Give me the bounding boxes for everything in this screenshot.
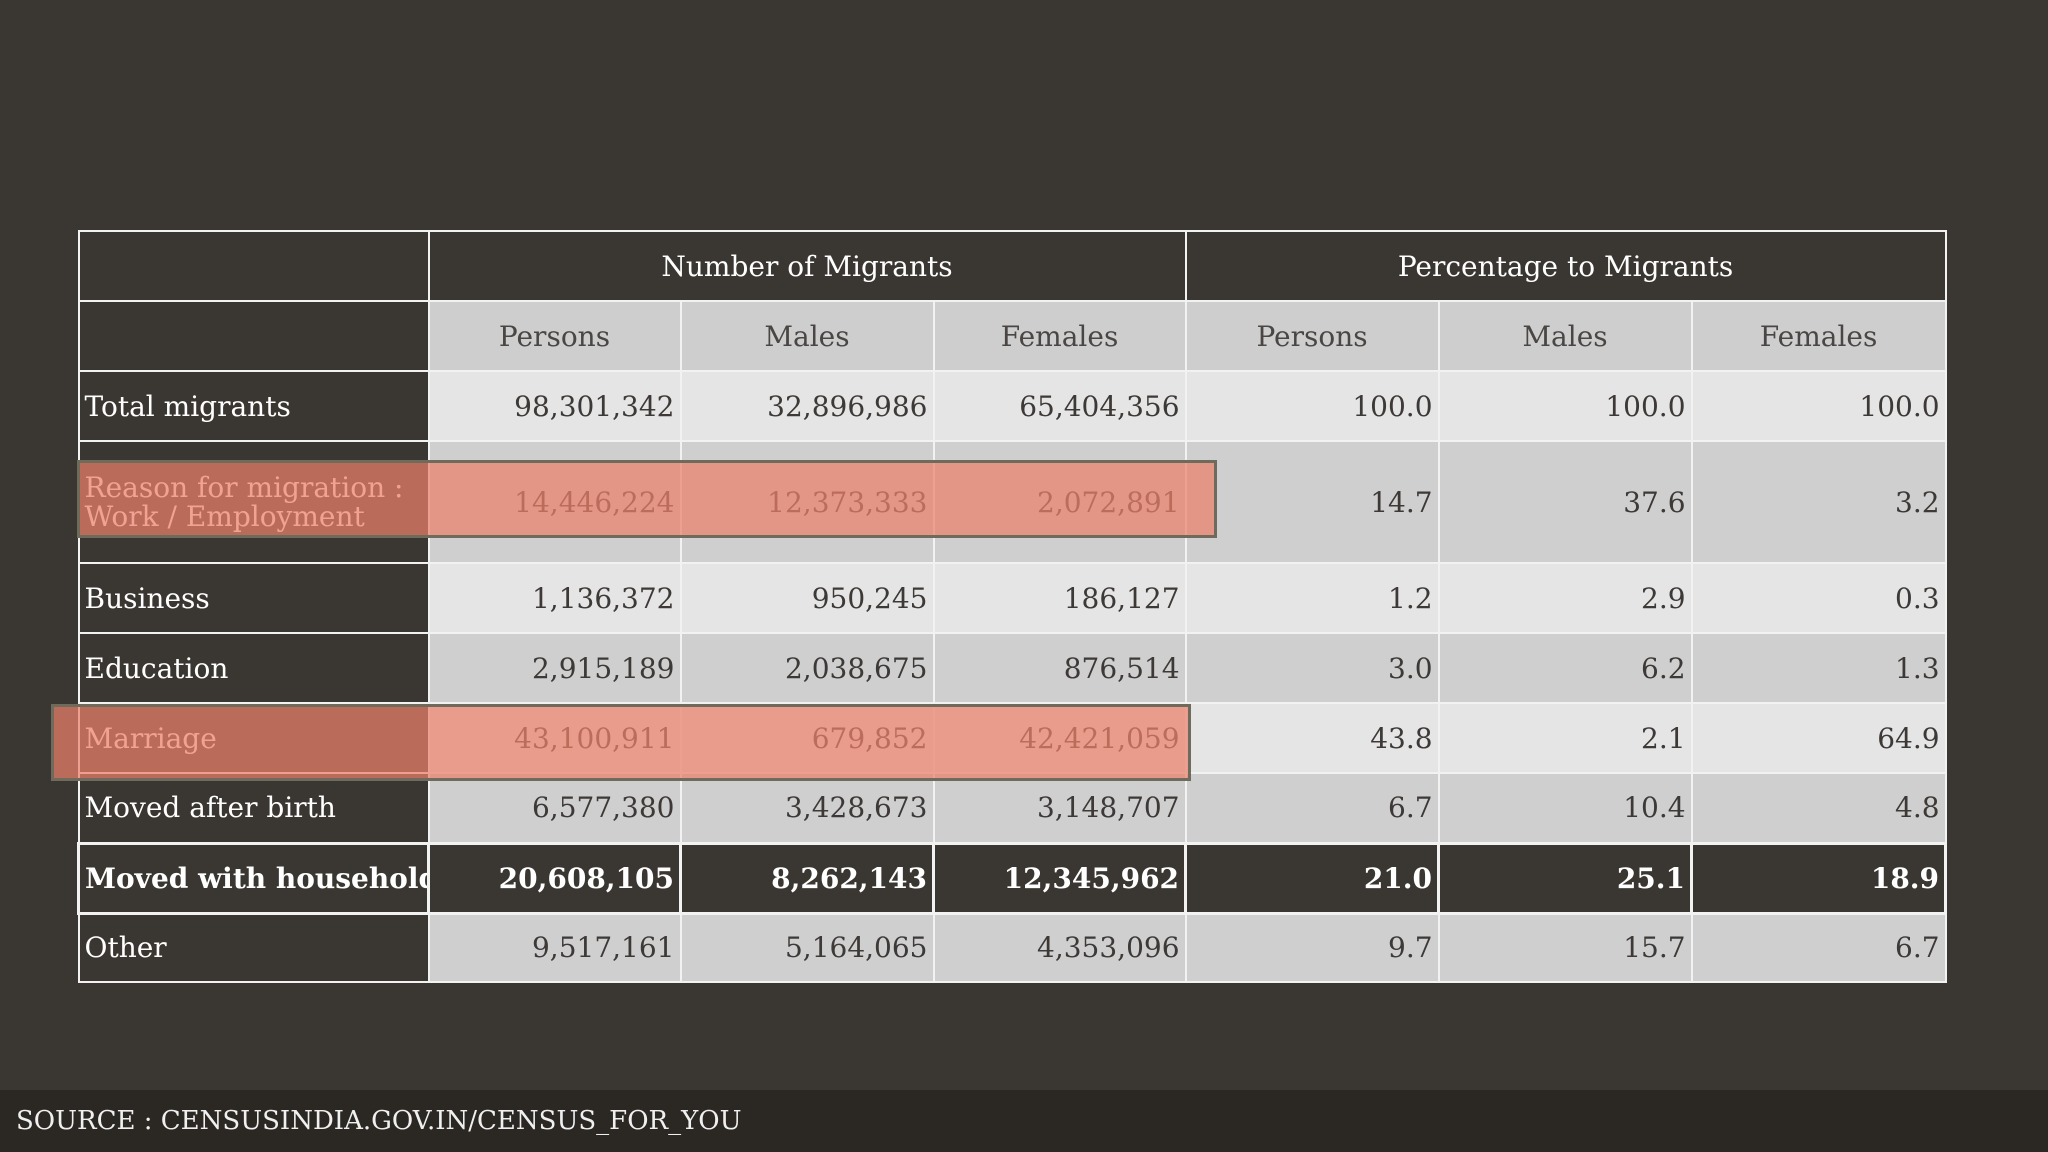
table-row-education: Education 2,915,189 2,038,675 876,514 3.… [77, 632, 1947, 704]
value-cell: 9,517,161 [427, 912, 682, 983]
row-label-line: Reason for migration : [84, 471, 404, 504]
value-cell: 25.1 [1437, 841, 1694, 915]
value-cell: 6.7 [1184, 772, 1440, 844]
value-cell: 12,345,962 [931, 841, 1188, 915]
subheader-cell: Persons [1184, 300, 1440, 372]
value-cell: 950,245 [679, 562, 935, 634]
subheader-cell: Females [932, 300, 1187, 372]
value-cell: 3,148,707 [932, 772, 1187, 844]
value-cell: 2.9 [1437, 562, 1693, 634]
footer-bar: SOURCE : CENSUSINDIA.GOV.IN/CENSUS_FOR_Y… [0, 1090, 2048, 1152]
value-cell: 100.0 [1690, 370, 1947, 442]
row-label: Business [77, 562, 430, 634]
value-cell: 14.7 [1184, 440, 1440, 564]
value-cell: 4,353,096 [932, 912, 1187, 983]
row-label: Reason for migration : Work / Employment [77, 440, 430, 564]
sub-header-row: Persons Males Females Persons Males Fema… [77, 300, 1947, 372]
row-label: Other [77, 912, 430, 983]
value-cell: 186,127 [932, 562, 1187, 634]
value-cell: 37.6 [1437, 440, 1693, 564]
value-cell: 679,852 [679, 702, 935, 774]
value-cell: 2.1 [1437, 702, 1693, 774]
group-header-percentage: Percentage to Migrants [1184, 230, 1947, 302]
value-cell: 43,100,911 [427, 702, 682, 774]
row-label: Moved with households [77, 841, 430, 915]
value-cell: 8,262,143 [679, 841, 935, 915]
value-cell: 6.2 [1437, 632, 1693, 704]
value-cell: 2,915,189 [427, 632, 682, 704]
subheader-cell: Males [679, 300, 935, 372]
row-label: Total migrants [77, 370, 430, 442]
table-row-work: Reason for migration : Work / Employment… [77, 440, 1947, 564]
table-row-marriage: Marriage 43,100,911 679,852 42,421,059 4… [77, 702, 1947, 774]
value-cell: 100.0 [1184, 370, 1440, 442]
value-cell: 5,164,065 [679, 912, 935, 983]
value-cell: 9.7 [1184, 912, 1440, 983]
subheader-cell: Males [1437, 300, 1693, 372]
value-cell: 3.2 [1690, 440, 1947, 564]
corner-cell [77, 230, 430, 302]
value-cell: 65,404,356 [932, 370, 1187, 442]
table-row-moved-after-birth: Moved after birth 6,577,380 3,428,673 3,… [77, 772, 1947, 844]
group-header-number: Number of Migrants [427, 230, 1187, 302]
value-cell: 10.4 [1437, 772, 1693, 844]
value-cell: 100.0 [1437, 370, 1693, 442]
value-cell: 12,373,333 [679, 440, 935, 564]
source-citation: SOURCE : CENSUSINDIA.GOV.IN/CENSUS_FOR_Y… [16, 1106, 742, 1136]
value-cell: 1.2 [1184, 562, 1440, 634]
value-cell: 3.0 [1184, 632, 1440, 704]
value-cell: 32,896,986 [679, 370, 935, 442]
row-label-line: Work / Employment [84, 500, 365, 533]
value-cell: 1.3 [1690, 632, 1947, 704]
row-label: Moved after birth [77, 772, 430, 844]
value-cell: 14,446,224 [427, 440, 682, 564]
table-row-other: Other 9,517,161 5,164,065 4,353,096 9.7 … [77, 912, 1947, 983]
subheader-cell: Persons [427, 300, 682, 372]
value-cell: 43.8 [1184, 702, 1440, 774]
migration-table: Number of Migrants Percentage to Migrant… [77, 230, 1948, 983]
value-cell: 42,421,059 [932, 702, 1187, 774]
value-cell: 2,072,891 [932, 440, 1187, 564]
row-label: Education [77, 632, 430, 704]
value-cell: 6.7 [1690, 912, 1947, 983]
table-row-moved-with-households: Moved with households 20,608,105 8,262,1… [77, 841, 1948, 915]
subheader-cell: Females [1690, 300, 1947, 372]
value-cell: 18.9 [1690, 841, 1948, 915]
value-cell: 2,038,675 [679, 632, 935, 704]
value-cell: 98,301,342 [427, 370, 682, 442]
value-cell: 64.9 [1690, 702, 1947, 774]
value-cell: 6,577,380 [427, 772, 682, 844]
value-cell: 20,608,105 [427, 841, 682, 915]
value-cell: 3,428,673 [679, 772, 935, 844]
value-cell: 0.3 [1690, 562, 1947, 634]
group-header-row: Number of Migrants Percentage to Migrant… [77, 230, 1947, 302]
value-cell: 15.7 [1437, 912, 1693, 983]
value-cell: 876,514 [932, 632, 1187, 704]
value-cell: 4.8 [1690, 772, 1947, 844]
value-cell: 21.0 [1184, 841, 1441, 915]
table-row-business: Business 1,136,372 950,245 186,127 1.2 2… [77, 562, 1947, 634]
row-label: Marriage [77, 702, 430, 774]
corner-cell [77, 300, 430, 372]
table-row-total: Total migrants 98,301,342 32,896,986 65,… [77, 370, 1947, 442]
value-cell: 1,136,372 [427, 562, 682, 634]
